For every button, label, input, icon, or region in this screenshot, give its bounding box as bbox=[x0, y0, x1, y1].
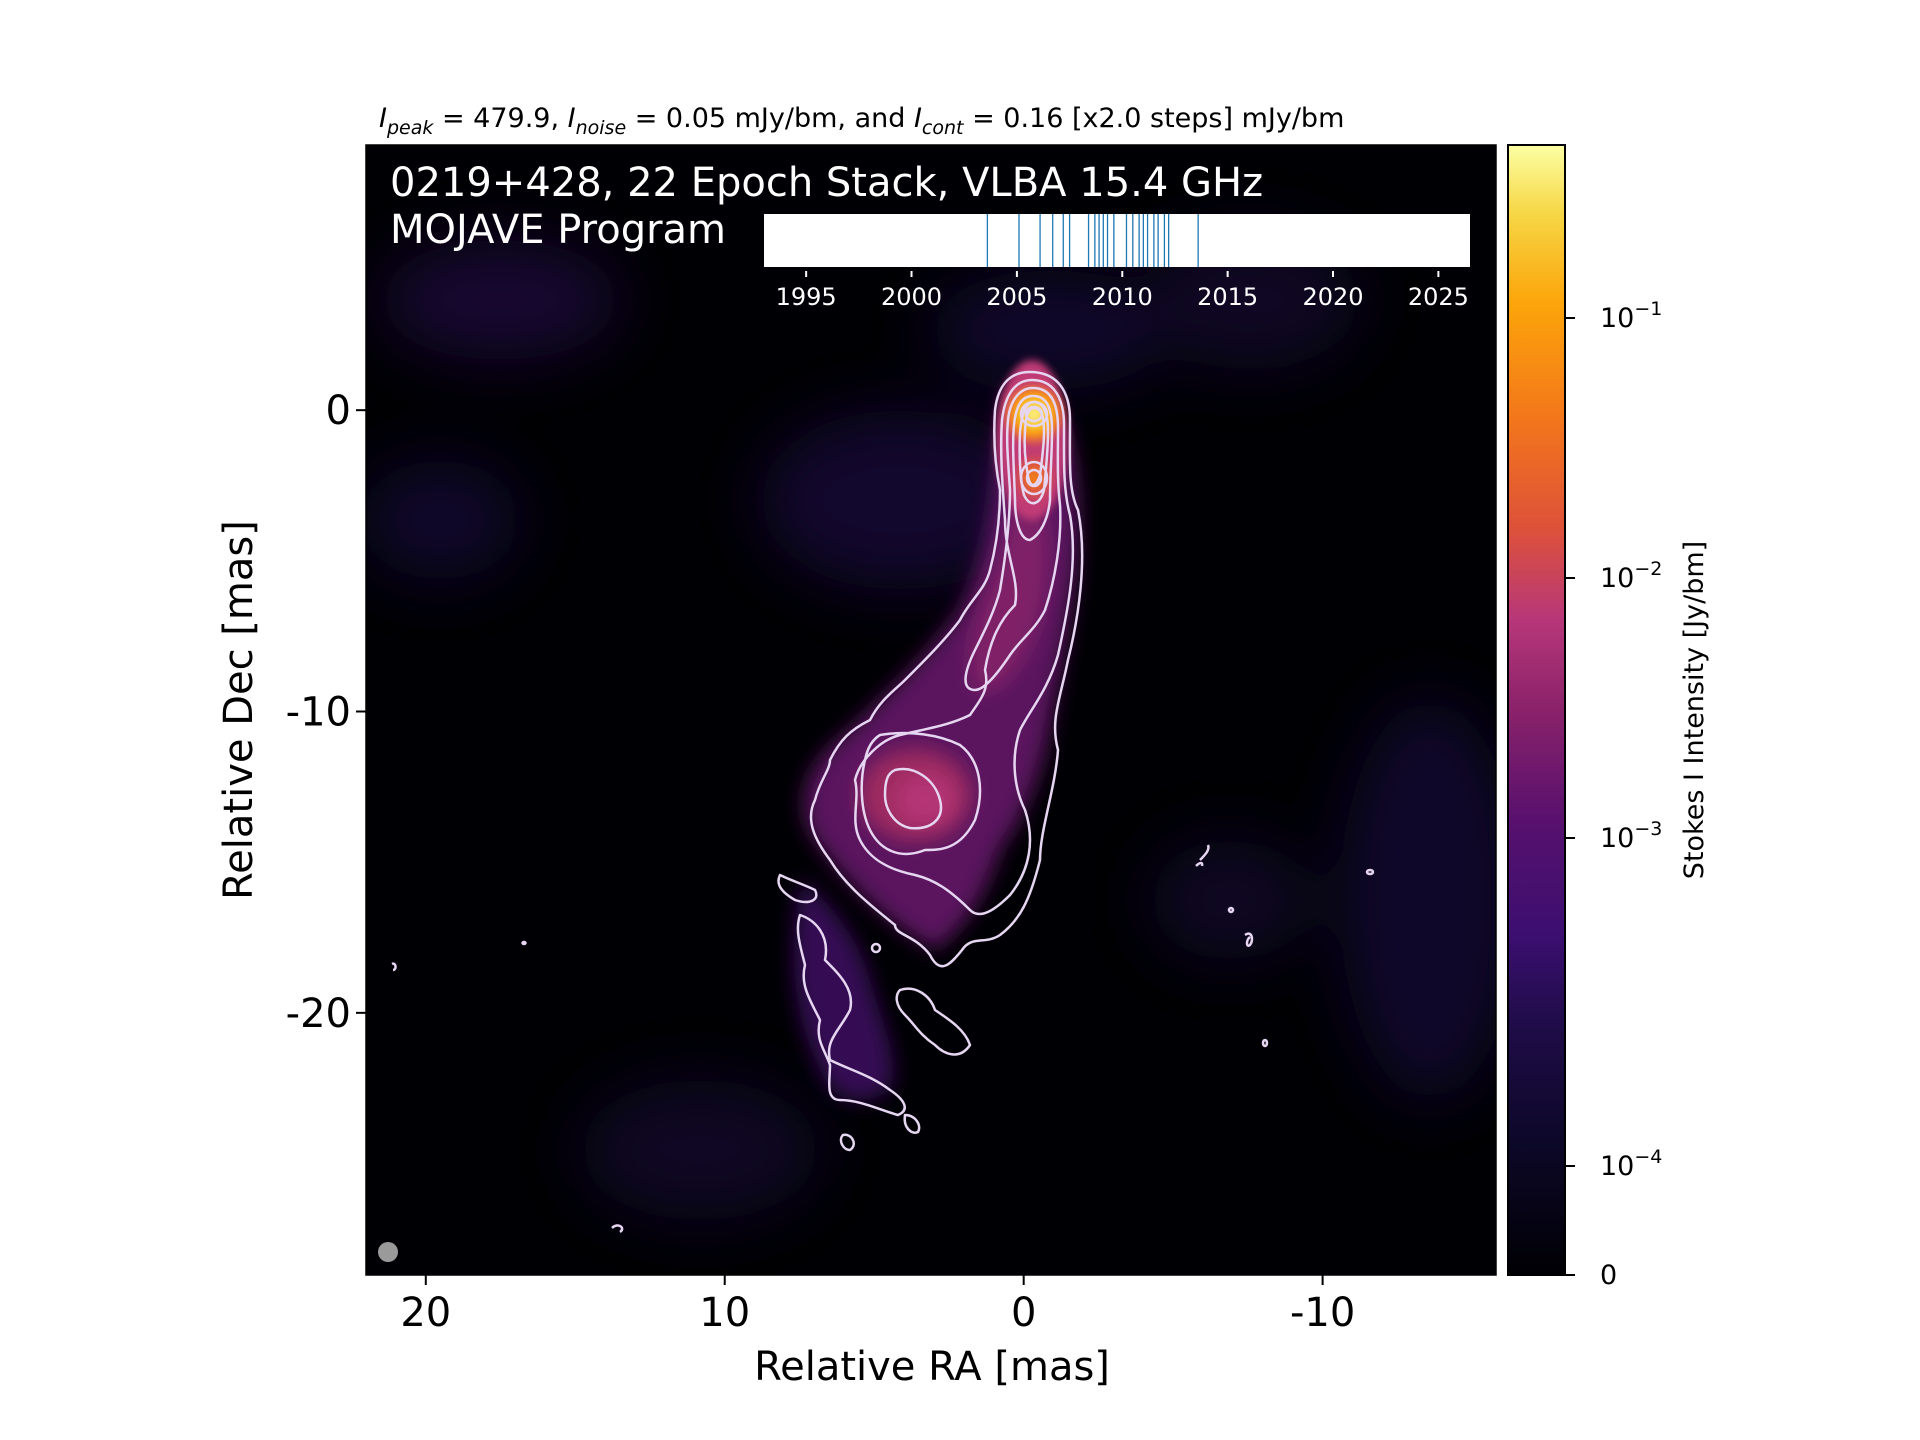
colorbar-frame bbox=[1507, 144, 1566, 1276]
contours bbox=[391, 370, 1375, 1234]
intensity-map: 0219+428, 22 Epoch Stack, VLBA 15.4 GHz … bbox=[365, 144, 1497, 1276]
x-tick-label: -10 bbox=[1290, 1290, 1355, 1336]
beam-ellipse bbox=[378, 1242, 398, 1262]
colorbar-tick-label: 10−2 bbox=[1600, 558, 1662, 594]
colorbar-tick-label: 0 bbox=[1600, 1260, 1617, 1291]
y-axis-label: Relative Dec [mas] bbox=[216, 520, 262, 900]
contour-tail-e bbox=[839, 1133, 855, 1152]
timeline-tick-label: 2015 bbox=[1197, 283, 1258, 311]
epoch-timeline: 1995 2000 2005 2010 2015 2020 2025 bbox=[764, 214, 1470, 311]
noise-contour-3 bbox=[1227, 906, 1235, 914]
y-tick-label: -20 bbox=[286, 991, 351, 1037]
colorbar: 0 10−4 10−3 10−2 10−1 Stokes I Intensity [Jy… bbox=[1507, 144, 1710, 1291]
contour-level-9 bbox=[1019, 460, 1049, 496]
timeline-tick-label: 2020 bbox=[1302, 283, 1363, 311]
contour-level-11 bbox=[1024, 405, 1044, 423]
timeline-tick-label: 2005 bbox=[986, 283, 1047, 311]
x-tick-label: 20 bbox=[400, 1290, 451, 1336]
plot-title-line2: MOJAVE Program bbox=[390, 207, 726, 253]
noise-contour-5 bbox=[1261, 1038, 1269, 1048]
timeline-tick-label: 2025 bbox=[1408, 283, 1469, 311]
noise-contour-8 bbox=[521, 940, 527, 946]
contour-tail-d bbox=[903, 1113, 921, 1134]
colorbar-ticks: 0 10−4 10−3 10−2 10−1 bbox=[1565, 298, 1662, 1291]
jet-emission bbox=[793, 388, 1079, 1101]
colorbar-gradient bbox=[1508, 145, 1565, 1275]
plot-title-line1: 0219+428, 22 Epoch Stack, VLBA 15.4 GHz bbox=[390, 160, 1263, 206]
colorbar-tick-label: 10−1 bbox=[1600, 298, 1662, 334]
x-tick-label: 0 bbox=[1011, 1290, 1036, 1336]
contour-level-2 bbox=[853, 378, 1075, 916]
contour-tail-b bbox=[777, 873, 818, 904]
y-tick-label: -10 bbox=[286, 690, 351, 736]
noise-contour-6 bbox=[391, 962, 397, 972]
contour-level-12 bbox=[1025, 468, 1043, 488]
contour-level-7 bbox=[1018, 400, 1050, 505]
y-axis: 0 -10 -20 bbox=[286, 388, 366, 1037]
contour-level-10 bbox=[1019, 400, 1049, 428]
noise-contour-7 bbox=[611, 1224, 624, 1234]
x-axis: 20 10 0 -10 bbox=[400, 1275, 1355, 1336]
timeline-axis: 1995 2000 2005 2010 2015 2020 2025 bbox=[776, 271, 1469, 311]
colorbar-label: Stokes I Intensity [Jy/bm] bbox=[1679, 541, 1710, 879]
timeline-tick-label: 2010 bbox=[1092, 283, 1153, 311]
y-tick-label: 0 bbox=[326, 388, 351, 434]
colorbar-tick-label: 10−3 bbox=[1600, 818, 1662, 854]
x-axis-label: Relative RA [mas] bbox=[754, 1344, 1110, 1390]
plot-frame bbox=[365, 144, 1497, 1276]
contour-tail-a bbox=[796, 913, 906, 1117]
colorbar-tick-label: 10−4 bbox=[1600, 1146, 1662, 1182]
contour-level-5 bbox=[883, 767, 943, 830]
noise-contour-2 bbox=[1244, 932, 1254, 947]
noise-contour-4 bbox=[1365, 868, 1375, 876]
intensity-summary: Ipeak = 479.9, Inoise = 0.05 mJy/bm, and… bbox=[379, 103, 1344, 139]
noise-contour-1 bbox=[1195, 844, 1210, 867]
contour-level-6 bbox=[1011, 394, 1054, 542]
timeline-box bbox=[764, 214, 1470, 267]
contour-tail-c bbox=[895, 987, 972, 1056]
contour-tail-f bbox=[870, 942, 882, 954]
contour-level-1 bbox=[809, 370, 1084, 968]
contour-level-3 bbox=[964, 386, 1062, 692]
timeline-tick-label: 1995 bbox=[776, 283, 837, 311]
epoch-marks bbox=[986, 214, 1199, 267]
contour-level-4 bbox=[860, 731, 982, 856]
timeline-tick-label: 2000 bbox=[881, 283, 942, 311]
x-tick-label: 10 bbox=[699, 1290, 750, 1336]
